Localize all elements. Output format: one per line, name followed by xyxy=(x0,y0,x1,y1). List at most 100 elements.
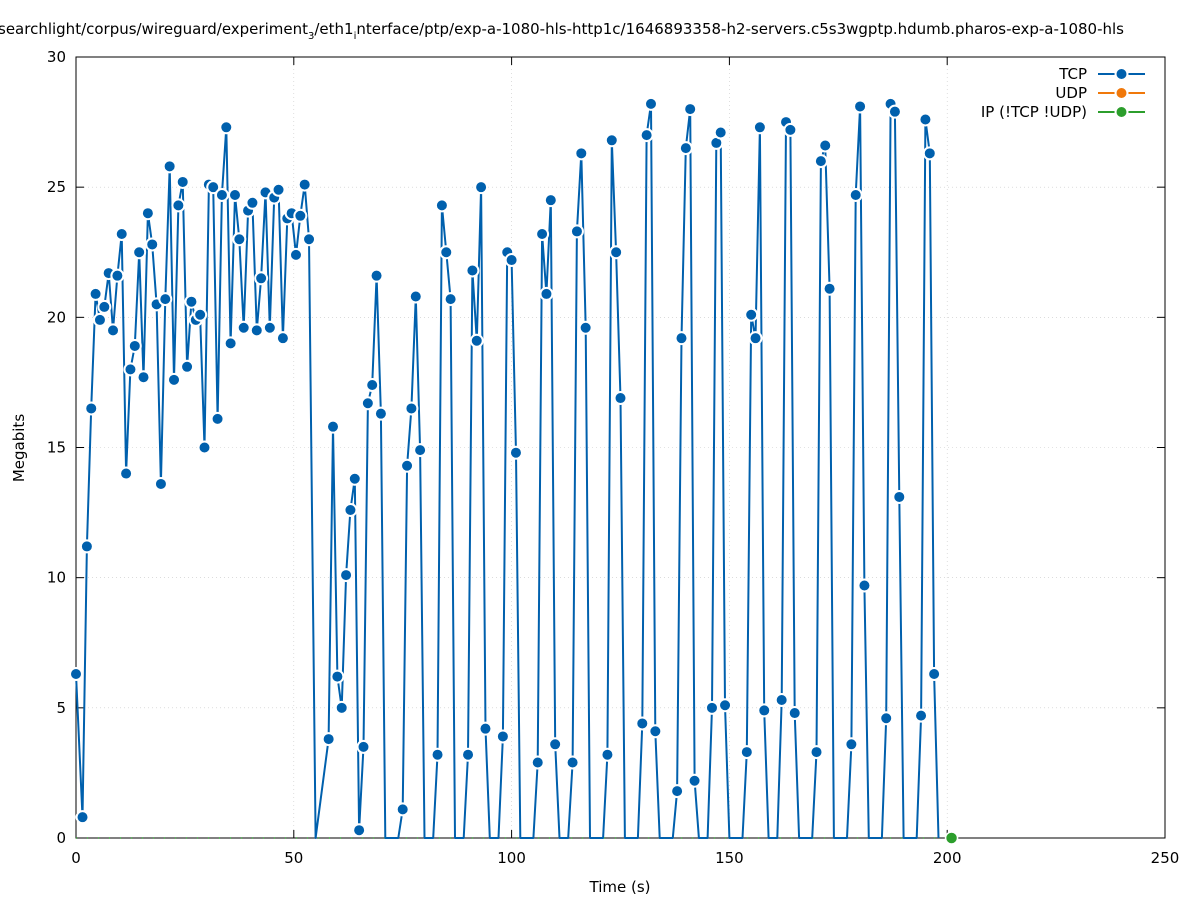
tcp-point xyxy=(288,247,303,262)
chart-title: searchlight/corpus/wireguard/experiment3… xyxy=(0,20,1124,42)
tcp-point xyxy=(704,700,719,715)
tcp-point xyxy=(140,206,155,221)
tcp-point xyxy=(539,286,554,301)
tcp-point xyxy=(330,669,345,684)
tcp-point xyxy=(293,208,308,223)
y-tick-label: 5 xyxy=(56,699,66,717)
tcp-point xyxy=(271,182,286,197)
tcp-point xyxy=(369,268,384,283)
tcp-point xyxy=(97,299,112,314)
tcp-point xyxy=(79,539,94,554)
tcp-point xyxy=(262,320,277,335)
tcp-point xyxy=(132,245,147,260)
tcp-point xyxy=(565,755,580,770)
legend-label: TCP xyxy=(1058,65,1087,83)
tcp-point xyxy=(413,443,428,458)
tcp-point xyxy=(439,245,454,260)
tcp-point xyxy=(604,133,619,148)
y-tick-label: 0 xyxy=(56,829,66,847)
tcp-point xyxy=(670,784,685,799)
tcp-point xyxy=(744,307,759,322)
tcp-point xyxy=(158,292,173,307)
tcp-point xyxy=(434,198,449,213)
tcp-point xyxy=(84,401,99,416)
tcp-point xyxy=(408,289,423,304)
tcp-point xyxy=(339,568,354,583)
tcp-point xyxy=(119,466,134,481)
y-axis: 0 5 10 15 20 25 30 xyxy=(47,48,1165,847)
tcp-point xyxy=(232,232,247,247)
tcp-point xyxy=(127,338,142,353)
tcp-point xyxy=(683,102,698,117)
tcp-point xyxy=(469,333,484,348)
tcp-point xyxy=(245,195,260,210)
legend-entry-tcp: TCP xyxy=(1058,65,1145,83)
tcp-point xyxy=(227,187,242,202)
tcp-point xyxy=(106,323,121,338)
legend-label: UDP xyxy=(1055,84,1087,102)
tcp-point xyxy=(713,125,728,140)
x-tick-label: 50 xyxy=(284,849,303,867)
tcp-point xyxy=(848,187,863,202)
tcp-point xyxy=(197,440,212,455)
tcp-point xyxy=(674,331,689,346)
tcp-point xyxy=(69,666,83,681)
tcp-point xyxy=(474,180,489,195)
x-tick-label: 0 xyxy=(71,849,81,867)
tcp-point xyxy=(210,411,225,426)
title-tail: nterface/ptp/exp-a-1080-hls-http1c/16468… xyxy=(356,20,1124,38)
y-tick-label: 20 xyxy=(47,308,66,326)
x-tick-label: 150 xyxy=(715,849,744,867)
tcp-point xyxy=(887,104,902,119)
tcp-point xyxy=(578,320,593,335)
tcp-point xyxy=(275,331,290,346)
tcp-point xyxy=(918,112,933,127)
legend-label: IP (!TCP !UDP) xyxy=(981,103,1087,121)
tcp-point xyxy=(214,187,229,202)
x-tick-label: 100 xyxy=(497,849,526,867)
tcp-point xyxy=(648,724,663,739)
tcp-point xyxy=(88,286,103,301)
tcp-point xyxy=(461,747,476,762)
tcp-point xyxy=(613,391,628,406)
tcp-point xyxy=(465,263,480,278)
tcp-point xyxy=(326,419,341,434)
tcp-point xyxy=(535,227,550,242)
tcp-point xyxy=(343,502,358,517)
tcp-point xyxy=(167,372,182,387)
tcp-point xyxy=(822,281,837,296)
tcp-point xyxy=(844,737,859,752)
tcp-point xyxy=(857,578,872,593)
tcp-point xyxy=(153,476,168,491)
tcp-point xyxy=(184,294,199,309)
tcp-point xyxy=(609,245,624,260)
tcp-point xyxy=(404,401,419,416)
tcp-point xyxy=(92,312,107,327)
legend-swatch-marker xyxy=(1114,86,1129,100)
tcp-point xyxy=(569,224,584,239)
legend-entry-ip: IP (!TCP !UDP) xyxy=(981,103,1145,121)
tcp-point xyxy=(495,729,510,744)
y-tick-label: 25 xyxy=(47,178,66,196)
tcp-point xyxy=(757,703,772,718)
y-axis-label: Megabits xyxy=(10,414,28,482)
tcp-point xyxy=(145,237,160,252)
tcp-point xyxy=(635,716,650,731)
tcp-point xyxy=(356,739,371,754)
tcp-point xyxy=(373,406,388,421)
tcp-point xyxy=(914,708,929,723)
title-main: searchlight/corpus/wireguard/experiment xyxy=(0,20,308,38)
tcp-point xyxy=(219,120,234,135)
ip-point xyxy=(944,831,959,845)
tcp-point xyxy=(443,292,458,307)
tcp-point xyxy=(254,271,269,286)
x-tick-label: 250 xyxy=(1151,849,1180,867)
tcp-point xyxy=(236,320,251,335)
tcp-point xyxy=(206,180,221,195)
tcp-point xyxy=(600,747,615,762)
series-line-tcp xyxy=(75,102,940,839)
y-tick-label: 15 xyxy=(47,439,66,457)
tcp-point xyxy=(922,146,937,161)
tcp-point xyxy=(430,747,445,762)
